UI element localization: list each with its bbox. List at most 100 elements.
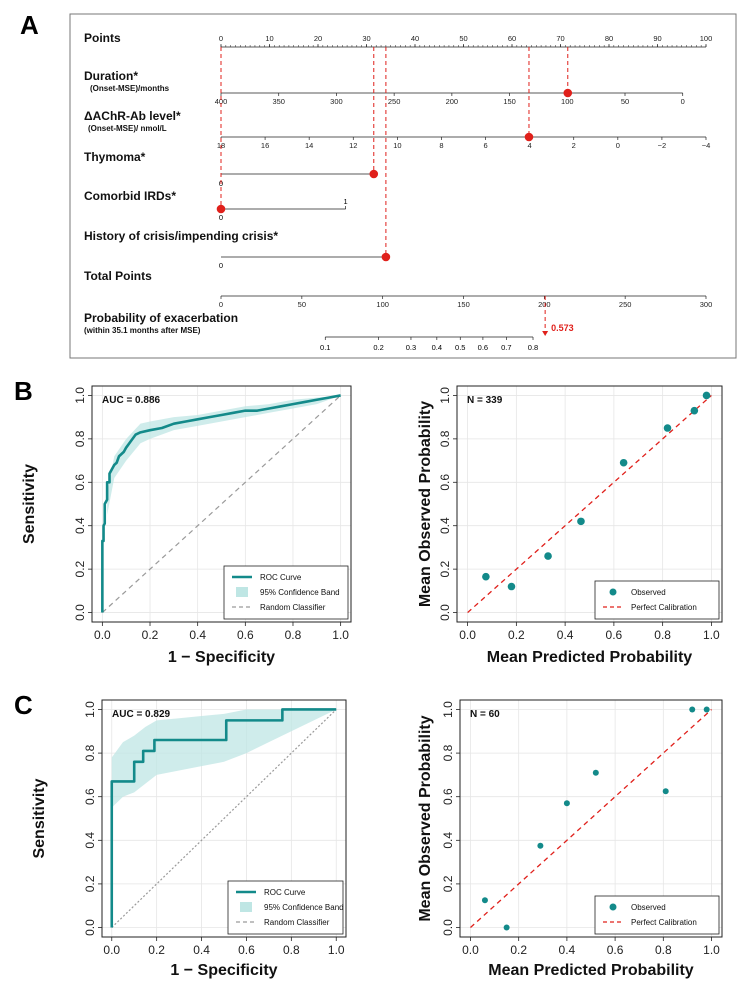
perfect-calibration-line <box>470 708 712 929</box>
duration-axis-tick-label: 200 <box>446 97 459 106</box>
total-axis-tick-label: 150 <box>457 300 470 309</box>
plot-frame <box>101 699 347 938</box>
x-axis-title: Mean Predicted Probability <box>488 962 693 979</box>
nomogram-frame <box>69 13 737 359</box>
observed-point <box>592 769 599 776</box>
selected-value-dot <box>524 132 534 142</box>
legend-key-observed <box>609 903 617 911</box>
points-axis-tick-label: 0 <box>219 34 223 43</box>
legend-entry-label: Perfect Calibration <box>631 918 697 927</box>
y-tick-label: 0.0 <box>83 919 97 936</box>
points-axis-tick-label: 90 <box>653 34 661 43</box>
confidence-band <box>111 709 337 808</box>
row-label-achr: ΔAChR-Ab level* <box>84 109 181 123</box>
y-axis-title: Mean Observed Probability <box>417 715 434 921</box>
y-tick-label: 1.0 <box>83 701 97 718</box>
legend-box <box>594 895 720 935</box>
observed-point <box>544 552 552 560</box>
prob-axis-tick-label: 0.4 <box>432 343 442 352</box>
confidence-band <box>107 395 341 515</box>
calibration-chart-b: 0.0 0.2 0.4 0.6 0.8 1.0 0.0 0.2 0.4 0.6 0.8 1.0 Mean… <box>417 385 723 666</box>
x-tick-label: 0.6 <box>606 628 623 642</box>
y-axis-title: Sensitivity <box>31 778 48 858</box>
observed-point <box>503 924 510 931</box>
y-tick-label: 0.6 <box>73 474 87 491</box>
prob-axis-tick-label: 0.2 <box>373 343 383 352</box>
n-label: N = 60 <box>470 709 500 720</box>
observed-point <box>663 424 672 432</box>
achr-axis-tick-label: 10 <box>393 141 401 150</box>
selected-value-dot <box>369 169 379 179</box>
row-label-duration: Duration* <box>84 69 138 83</box>
achr-axis-tick-label: 8 <box>439 141 443 150</box>
row-label-thymoma: Thymoma* <box>84 150 146 164</box>
observed-point <box>690 406 699 415</box>
x-tick-label: 0.6 <box>237 628 254 642</box>
row-sublabel-achr: (Onset-MSE)/ nmol/L <box>88 124 167 133</box>
legend-key-band <box>236 587 248 597</box>
selected-value-dot <box>563 88 573 98</box>
y-tick-label: 0.6 <box>438 474 452 491</box>
duration-axis-tick-label: 50 <box>621 97 629 106</box>
x-tick-label: 0.0 <box>462 943 479 957</box>
perfect-calibration-line <box>467 394 712 614</box>
duration-axis-tick-label: 350 <box>272 97 285 106</box>
n-label: N = 339 <box>467 395 503 406</box>
prob-axis-tick-label: 0.5 <box>455 343 465 352</box>
x-tick-label: 0.2 <box>142 628 159 642</box>
selected-value-dot <box>381 252 391 262</box>
x-tick-label: 0.0 <box>459 628 476 642</box>
row-sublabel-prob: (within 35.1 months after MSE) <box>84 326 201 335</box>
observed-point <box>507 582 516 591</box>
row-label-crisis: History of crisis/impending crisis* <box>84 229 278 243</box>
observed-point <box>689 706 696 713</box>
roc-chart-c: 0.0 0.2 0.4 0.6 0.8 1.0 0.0 0.2 0.4 0.6 0.8 1.0 1 − … <box>31 699 347 979</box>
y-tick-label: 0.6 <box>83 788 97 805</box>
legend-entry-label: Observed <box>631 903 666 912</box>
y-tick-label: 0.4 <box>73 517 87 534</box>
legend-key-observed <box>609 588 617 596</box>
y-tick-label: 0.2 <box>83 875 97 892</box>
achr-axis-tick-label: −2 <box>658 141 667 150</box>
selected-value-dot <box>216 204 226 214</box>
legend: Observed Perfect Calibration <box>594 580 720 620</box>
total-axis-tick-label: 0 <box>219 300 223 309</box>
total-axis-tick-label: 200 <box>538 300 551 309</box>
probability-result: 0.573 <box>551 323 574 333</box>
achr-axis-tick-label: 14 <box>305 141 313 150</box>
y-tick-label: 0.2 <box>441 875 455 892</box>
duration-axis-tick-label: 250 <box>388 97 401 106</box>
x-tick-label: 0.8 <box>283 943 300 957</box>
legend-entry-label: Random Classifier <box>260 603 326 612</box>
legend: Observed Perfect Calibration <box>594 895 720 935</box>
y-tick-label: 0.8 <box>438 430 452 447</box>
y-tick-label: 0.2 <box>438 560 452 577</box>
x-tick-label: 0.0 <box>103 943 120 957</box>
x-tick-label: 0.4 <box>557 628 574 642</box>
x-tick-label: 0.4 <box>193 943 210 957</box>
observed-point <box>619 458 628 467</box>
y-tick-label: 0.4 <box>438 517 452 534</box>
prob-axis-tick-label: 0.1 <box>320 343 330 352</box>
observed-point <box>577 517 585 526</box>
legend-entry-label: Observed <box>631 588 666 597</box>
legend: ROC Curve 95% Confidence Band Random Class… <box>223 565 349 620</box>
plot-frame <box>459 699 723 938</box>
roc-curve <box>101 394 341 613</box>
y-tick-label: 0.0 <box>438 604 452 621</box>
x-tick-label: 0.6 <box>607 943 624 957</box>
crisis-axis-tick-label: 0 <box>219 261 223 270</box>
x-axis-title: 1 − Specificity <box>170 962 277 979</box>
nomogram-labels: Points Duration* (Onset-MSE)/months ΔACh… <box>84 31 278 335</box>
x-axis-title: Mean Predicted Probability <box>487 649 692 666</box>
x-tick-label: 0.2 <box>510 943 527 957</box>
observed-point <box>482 572 490 581</box>
plot-frame <box>456 385 723 623</box>
plot-frame <box>91 385 352 623</box>
y-tick-label: 1.0 <box>441 701 455 718</box>
x-tick-label: 1.0 <box>328 943 345 957</box>
x-tick-label: 0.2 <box>508 628 525 642</box>
x-tick-label: 0.8 <box>655 943 672 957</box>
